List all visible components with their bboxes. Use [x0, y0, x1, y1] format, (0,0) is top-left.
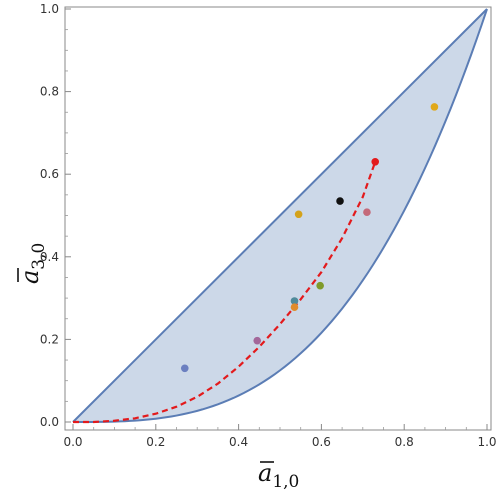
y-tick-label: 0.8 [40, 85, 59, 99]
y-tick-label: 0.4 [40, 250, 59, 264]
dashed-curve-path [73, 161, 377, 424]
y-axis-label-sub: 3,0 [29, 243, 49, 270]
x-axis-label-main: a [258, 459, 272, 487]
x-tick-label: 0.4 [229, 435, 248, 449]
x-tick-label: 0.0 [63, 435, 82, 449]
plot-frame [64, 6, 492, 431]
data-point [180, 364, 189, 373]
y-axis-label-main: a [16, 270, 44, 284]
x-axis-label-sub: 1,0 [272, 472, 299, 492]
y-tick-label: 1.0 [40, 2, 59, 16]
data-point [294, 210, 303, 219]
dashed-curve [73, 161, 377, 424]
data-point [430, 103, 439, 111]
x-tick-label: 1.0 [477, 435, 496, 449]
y-axis-label: a3,0 [16, 243, 49, 284]
upper-boundary-line [72, 8, 488, 423]
tick-labels: 0.0 0.0 0.2 0.2 0.4 0.4 0.6 0.6 0.8 0.8 1.0 1.0 [40, 2, 497, 449]
y-tick-label: 0.2 [40, 332, 59, 346]
x-tick-label: 0.6 [312, 435, 331, 449]
data-point [336, 197, 344, 205]
y-tick-label: 0.6 [40, 167, 59, 181]
x-axis-label: a1,0 [258, 459, 299, 492]
data-point [363, 208, 371, 216]
data-point [253, 336, 262, 345]
lower-boundary-curve [73, 8, 488, 423]
y-tick-label: 0.0 [40, 415, 59, 429]
data-point [371, 158, 380, 166]
x-tick-label: 0.8 [395, 435, 414, 449]
data-point [316, 281, 324, 290]
y-axis-label-group: a3,0 [16, 243, 49, 284]
data-point [290, 297, 299, 305]
axes-frame [64, 6, 492, 431]
data-point [290, 303, 299, 311]
data-points [180, 103, 439, 373]
feasible-region [72, 8, 488, 423]
x-tick-label: 0.2 [146, 435, 165, 449]
